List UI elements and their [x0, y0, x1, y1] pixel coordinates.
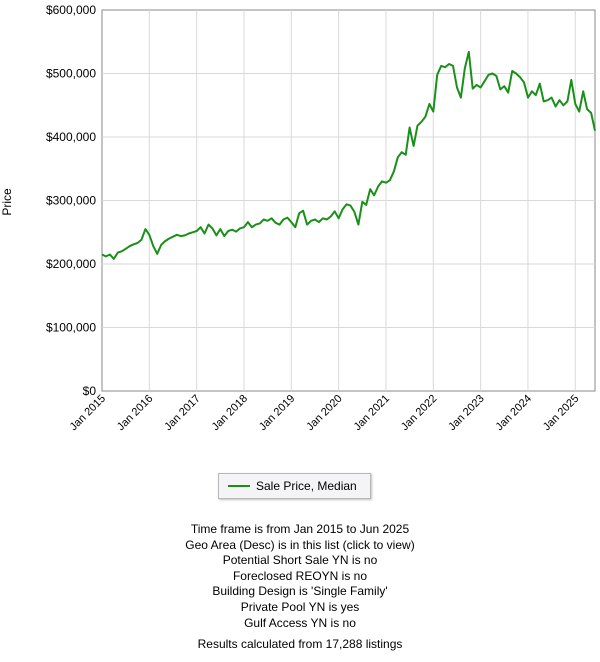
criteria-line-gulf-access: Gulf Access YN is no — [244, 615, 356, 630]
y-axis-label: Price — [0, 188, 14, 216]
x-tick-label: Jan 2016 — [115, 393, 155, 433]
x-tick-label: Jan 2017 — [162, 393, 202, 433]
x-tick-label: Jan 2023 — [446, 393, 486, 433]
x-axis-ticks: Jan 2015 Jan 2016 Jan 2017 Jan 2018 Jan 2019… — [68, 393, 582, 433]
y-tick-label: $100,000 — [46, 321, 96, 335]
search-criteria: Time frame is from Jan 2015 to Jun 2025 … — [0, 522, 600, 653]
y-tick-label: $400,000 — [46, 130, 96, 144]
price-chart: $0 $100,000 $200,000 $300,000 $400,000 $500,0… — [0, 3, 596, 433]
criteria-line-foreclosed: Foreclosed REOYN is no — [232, 568, 368, 583]
x-tick-label: Jan 2018 — [210, 393, 250, 433]
criteria-line-geo-area[interactable]: Geo Area (Desc) is in this list (click t… — [185, 537, 415, 552]
y-axis-ticks: $0 $100,000 $200,000 $300,000 $400,000 $500,0… — [46, 3, 96, 398]
x-tick-label: Jan 2019 — [257, 393, 297, 433]
series-line-sale-price-median — [101, 50, 596, 260]
x-tick-label: Jan 2015 — [68, 393, 108, 433]
criteria-line-building-design: Building Design is 'Single Family' — [212, 584, 388, 599]
grid-lines — [102, 10, 595, 391]
criteria-line-private-pool: Private Pool YN is yes — [240, 599, 360, 614]
x-tick-label: Jan 2021 — [352, 393, 392, 433]
y-tick-label: $600,000 — [46, 3, 96, 17]
criteria-line-short-sale: Potential Short Sale YN is no — [222, 553, 378, 568]
y-tick-label: $500,000 — [46, 67, 96, 81]
criteria-line-timeframe: Time frame is from Jan 2015 to Jun 2025 — [190, 522, 410, 536]
x-tick-label: Jan 2024 — [494, 393, 534, 433]
legend-swatch — [228, 485, 250, 487]
legend-label: Sale Price, Median — [256, 479, 357, 493]
x-tick-label: Jan 2022 — [399, 393, 439, 433]
chart-legend: Sale Price, Median — [218, 473, 371, 499]
x-tick-label: Jan 2020 — [304, 393, 344, 433]
y-tick-label: $200,000 — [46, 257, 96, 271]
y-tick-label: $0 — [83, 384, 97, 398]
y-tick-label: $300,000 — [46, 194, 96, 208]
series-layer — [101, 50, 596, 260]
x-tick-label: Jan 2025 — [541, 393, 581, 433]
results-count: Results calculated from 17,288 listings — [197, 637, 403, 652]
